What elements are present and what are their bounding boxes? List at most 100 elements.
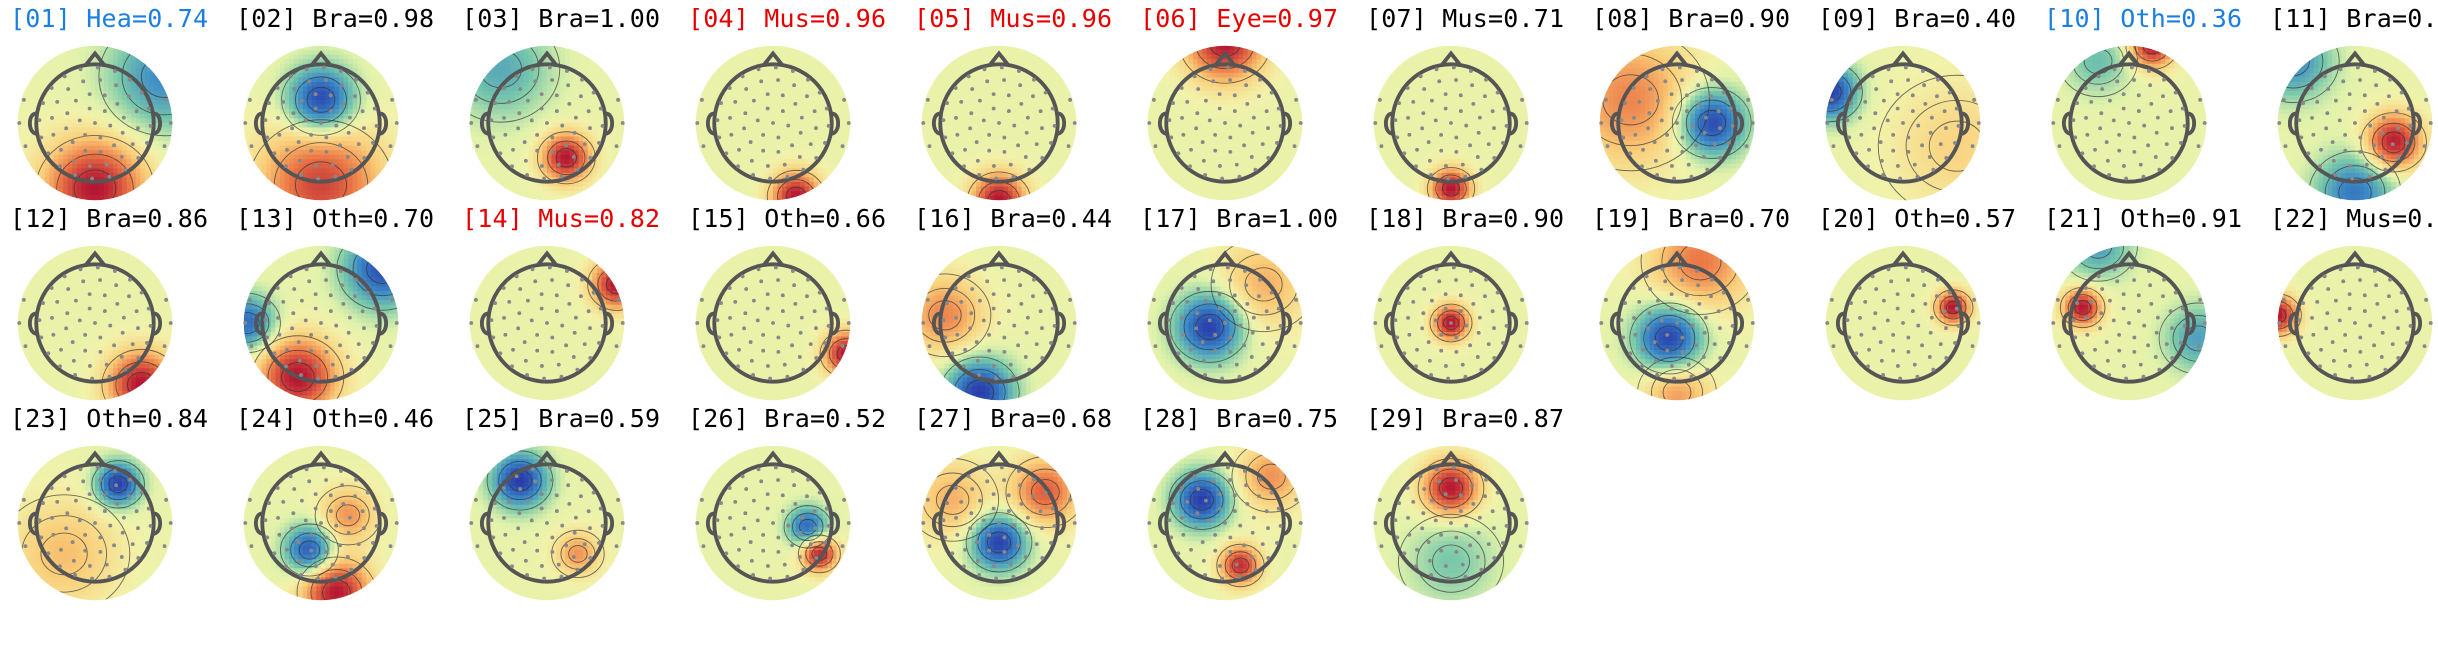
electrode [145, 340, 149, 345]
electrode [362, 326, 366, 330]
electrode [1395, 135, 1400, 140]
electrode [1471, 501, 1476, 506]
electrode [2387, 94, 2391, 99]
electrode [1024, 330, 1029, 335]
electrode [1167, 318, 1172, 323]
electrode [333, 174, 338, 179]
electrode [582, 542, 587, 547]
electrode [390, 297, 395, 302]
electrode [291, 511, 296, 516]
topomap [2277, 245, 2433, 401]
nose [1214, 50, 1236, 67]
electrode [1194, 526, 1199, 531]
electrode [1439, 148, 1444, 153]
electrode [2115, 279, 2120, 284]
electrode [1728, 306, 1733, 311]
electrode [1928, 330, 1933, 335]
electrode [83, 548, 88, 553]
electrode [773, 265, 778, 270]
electrode [123, 167, 128, 172]
electrode [1008, 562, 1013, 567]
electrode [1898, 376, 1903, 381]
electrode [394, 121, 399, 125]
electrode [2117, 332, 2122, 337]
electrode [1011, 374, 1016, 379]
electrode [1502, 106, 1507, 111]
electrode [107, 574, 112, 579]
electrode [2428, 121, 2433, 125]
electrode [356, 542, 361, 547]
electrode [489, 518, 494, 523]
electrode [814, 126, 818, 130]
electrode [1207, 318, 1212, 323]
electrode [1244, 283, 1249, 288]
electrode [309, 132, 314, 137]
electrode [1422, 287, 1427, 291]
electrode [2405, 340, 2409, 345]
electrode [1217, 492, 1222, 497]
electrode [2132, 335, 2137, 340]
electrode [840, 144, 845, 149]
electrode [1845, 318, 1850, 323]
electrode [1847, 335, 1852, 340]
electrode [963, 547, 967, 552]
electrode [1727, 140, 1731, 145]
electrode [2380, 330, 2385, 335]
electrode [1034, 542, 1039, 547]
component-label: [07] Mus=0.71 [1366, 4, 1564, 34]
electrode [525, 298, 530, 303]
electrode [277, 132, 282, 137]
electrode [786, 523, 791, 528]
electrode [1910, 109, 1915, 114]
electrodes [1147, 65, 1303, 181]
electrode [2326, 287, 2331, 291]
electrode [991, 292, 996, 297]
electrode [1253, 567, 1258, 572]
electrode [49, 486, 54, 490]
electrode [2173, 290, 2178, 295]
electrode [780, 293, 785, 298]
electrodes [921, 265, 1077, 381]
component-29: [29] Bra=0.87 [1366, 404, 1592, 604]
electrode [786, 323, 791, 328]
electrode [1492, 156, 1497, 160]
electrode [1031, 294, 1035, 299]
electrode [1464, 523, 1469, 528]
electrode [925, 97, 930, 102]
electrode [2055, 297, 2060, 302]
electrode [1874, 87, 1879, 91]
electrode [2333, 373, 2338, 377]
electrode [1266, 156, 1271, 160]
electrode [1631, 286, 1636, 290]
electrode [780, 309, 785, 314]
electrode [2372, 143, 2377, 148]
electrode [2347, 292, 2352, 297]
electrode [1024, 130, 1029, 135]
electrode [801, 167, 806, 172]
electrode [921, 321, 926, 325]
electrode [1393, 518, 1398, 523]
left-ear [705, 111, 716, 136]
electrode [736, 564, 740, 569]
electrode [473, 497, 478, 502]
electrode [297, 158, 302, 163]
electrode [265, 335, 270, 340]
electrode [2075, 301, 2079, 306]
electrode [571, 555, 576, 559]
electrode [1709, 294, 1713, 299]
electrode [1972, 97, 1977, 102]
electrode [808, 342, 813, 347]
electrode [1019, 501, 1024, 506]
electrode [338, 343, 343, 348]
electrode [2099, 311, 2104, 316]
electrode [98, 335, 103, 340]
electrode [550, 78, 554, 82]
electrode [1415, 347, 1419, 352]
electrode [39, 535, 44, 540]
component-label: [11] Bra=0.93 [2270, 4, 2438, 34]
topomap [1825, 45, 1981, 201]
electrode [962, 564, 966, 569]
electrode [1006, 109, 1011, 114]
electrode [1936, 77, 1940, 82]
electrodes [469, 265, 625, 381]
